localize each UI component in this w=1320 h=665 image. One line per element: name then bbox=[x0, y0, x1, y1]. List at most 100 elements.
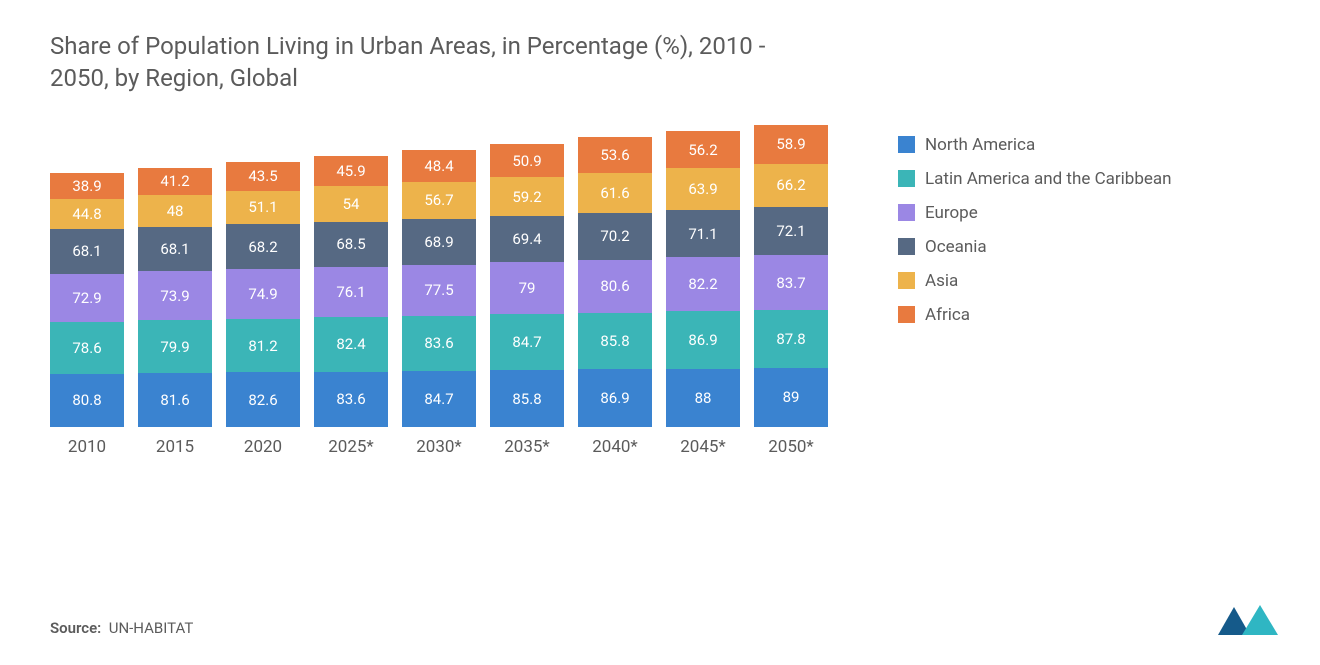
bar-segment: 80.8 bbox=[50, 374, 124, 427]
bar-segment: 85.8 bbox=[490, 370, 564, 427]
chart-container: Share of Population Living in Urban Area… bbox=[0, 0, 1320, 665]
bar-segment: 87.8 bbox=[754, 310, 828, 368]
x-axis-label: 2015 bbox=[156, 437, 194, 457]
bar-segment: 72.1 bbox=[754, 207, 828, 255]
x-axis-label: 2050* bbox=[768, 437, 814, 457]
bar-segment: 77.5 bbox=[402, 265, 476, 316]
chart-title: Share of Population Living in Urban Area… bbox=[50, 30, 790, 95]
bar-segment: 81.6 bbox=[138, 373, 212, 427]
bar-segment: 70.2 bbox=[578, 213, 652, 259]
x-axis-label: 2020 bbox=[244, 437, 282, 457]
legend-swatch bbox=[898, 238, 915, 255]
legend-label: Africa bbox=[925, 305, 970, 325]
bar-segment: 41.2 bbox=[138, 168, 212, 195]
bar-segment: 73.9 bbox=[138, 271, 212, 320]
bar-column: 8886.982.271.163.956.2 2045* bbox=[666, 131, 740, 457]
bar-stack: 83.682.476.168.55445.9 bbox=[314, 156, 388, 427]
bar-segment: 86.9 bbox=[666, 311, 740, 368]
bar-segment: 59.2 bbox=[490, 177, 564, 216]
bar-segment: 63.9 bbox=[666, 168, 740, 210]
bar-column: 80.878.672.968.144.838.9 2010 bbox=[50, 173, 124, 456]
x-axis-label: 2025* bbox=[328, 437, 374, 457]
legend-item: Latin America and the Caribbean bbox=[898, 169, 1172, 189]
legend-label: Oceania bbox=[925, 237, 987, 257]
x-axis-label: 2040* bbox=[592, 437, 638, 457]
legend-label: Latin America and the Caribbean bbox=[925, 169, 1172, 189]
legend-swatch bbox=[898, 204, 915, 221]
bar-segment: 51.1 bbox=[226, 191, 300, 225]
bar-segment: 68.2 bbox=[226, 224, 300, 269]
source-line: Source: UN-HABITAT bbox=[50, 619, 193, 637]
x-axis-label: 2035* bbox=[504, 437, 550, 457]
bar-segment: 82.2 bbox=[666, 257, 740, 311]
bar-segment: 85.8 bbox=[578, 313, 652, 370]
bar-column: 8987.883.772.166.258.92050* bbox=[754, 125, 828, 457]
bar-segment: 72.9 bbox=[50, 274, 124, 322]
bar-segment: 68.5 bbox=[314, 222, 388, 267]
bar-column: 81.679.973.968.14841.2 2015 bbox=[138, 168, 212, 457]
legend-label: North America bbox=[925, 135, 1035, 155]
bar-segment: 82.4 bbox=[314, 317, 388, 371]
bar-segment: 80.6 bbox=[578, 260, 652, 313]
bar-segment: 74.9 bbox=[226, 269, 300, 318]
x-axis-label: 2045* bbox=[680, 437, 726, 457]
legend-item: North America bbox=[898, 135, 1172, 155]
legend-label: Europe bbox=[925, 203, 978, 223]
bar-segment: 68.1 bbox=[138, 227, 212, 272]
bar-stack: 86.985.880.670.261.653.6 bbox=[578, 137, 652, 427]
legend: North America Latin America and the Carib… bbox=[898, 135, 1172, 325]
bar-segment: 48.4 bbox=[402, 150, 476, 182]
bar-segment: 79.9 bbox=[138, 320, 212, 373]
bar-segment: 83.7 bbox=[754, 255, 828, 310]
bar-segment: 86.9 bbox=[578, 369, 652, 426]
bar-segment: 43.5 bbox=[226, 162, 300, 191]
legend-swatch bbox=[898, 170, 915, 187]
bar-segment: 68.9 bbox=[402, 219, 476, 264]
bar-segment: 68.1 bbox=[50, 229, 124, 274]
bar-segment: 88 bbox=[666, 369, 740, 427]
bar-stack: 80.878.672.968.144.838.9 bbox=[50, 173, 124, 426]
bar-segment: 83.6 bbox=[314, 372, 388, 427]
bar-segment: 81.2 bbox=[226, 319, 300, 373]
bar-stack: 8886.982.271.163.956.2 bbox=[666, 131, 740, 427]
bar-segment: 50.9 bbox=[490, 144, 564, 178]
bars-zone: 80.878.672.968.144.838.9 2010 81.679.973.9… bbox=[50, 125, 828, 457]
bar-segment: 48 bbox=[138, 195, 212, 227]
bar-column: 86.985.880.670.261.653.6 2040* bbox=[578, 137, 652, 457]
bar-column: 85.884.77969.459.250.9 2035* bbox=[490, 144, 564, 457]
chart-area: 80.878.672.968.144.838.9 2010 81.679.973.9… bbox=[50, 125, 1280, 457]
bar-segment: 56.2 bbox=[666, 131, 740, 168]
bar-stack: 81.679.973.968.14841.2 bbox=[138, 168, 212, 427]
bar-column: 82.681.274.968.251.143.5 2020 bbox=[226, 162, 300, 457]
brand-logo bbox=[1216, 603, 1280, 641]
legend-swatch bbox=[898, 272, 915, 289]
bar-segment: 76.1 bbox=[314, 267, 388, 317]
bar-segment: 38.9 bbox=[50, 173, 124, 199]
bar-segment: 58.9 bbox=[754, 125, 828, 164]
bar-segment: 71.1 bbox=[666, 210, 740, 257]
legend-label: Asia bbox=[925, 271, 958, 291]
bar-segment: 53.6 bbox=[578, 137, 652, 172]
bar-segment: 82.6 bbox=[226, 372, 300, 427]
bar-segment: 45.9 bbox=[314, 156, 388, 186]
bar-segment: 61.6 bbox=[578, 173, 652, 214]
source-label: Source: bbox=[50, 619, 101, 637]
legend-swatch bbox=[898, 136, 915, 153]
bar-stack: 84.783.677.568.956.748.4 bbox=[402, 150, 476, 427]
bar-stack: 82.681.274.968.251.143.5 bbox=[226, 162, 300, 427]
x-axis-label: 2030* bbox=[416, 437, 462, 457]
bar-stack: 85.884.77969.459.250.9 bbox=[490, 144, 564, 427]
legend-item: Africa bbox=[898, 305, 1172, 325]
legend-swatch bbox=[898, 306, 915, 323]
bar-segment: 54 bbox=[314, 186, 388, 222]
legend-item: Europe bbox=[898, 203, 1172, 223]
bar-segment: 83.6 bbox=[402, 316, 476, 371]
bar-segment: 56.7 bbox=[402, 182, 476, 219]
x-axis-label: 2010 bbox=[68, 437, 106, 457]
bar-segment: 89 bbox=[754, 368, 828, 427]
bar-segment: 84.7 bbox=[490, 314, 564, 370]
bar-segment: 78.6 bbox=[50, 322, 124, 374]
source-value: UN-HABITAT bbox=[109, 619, 194, 637]
bar-segment: 69.4 bbox=[490, 216, 564, 262]
bar-segment: 79 bbox=[490, 262, 564, 314]
